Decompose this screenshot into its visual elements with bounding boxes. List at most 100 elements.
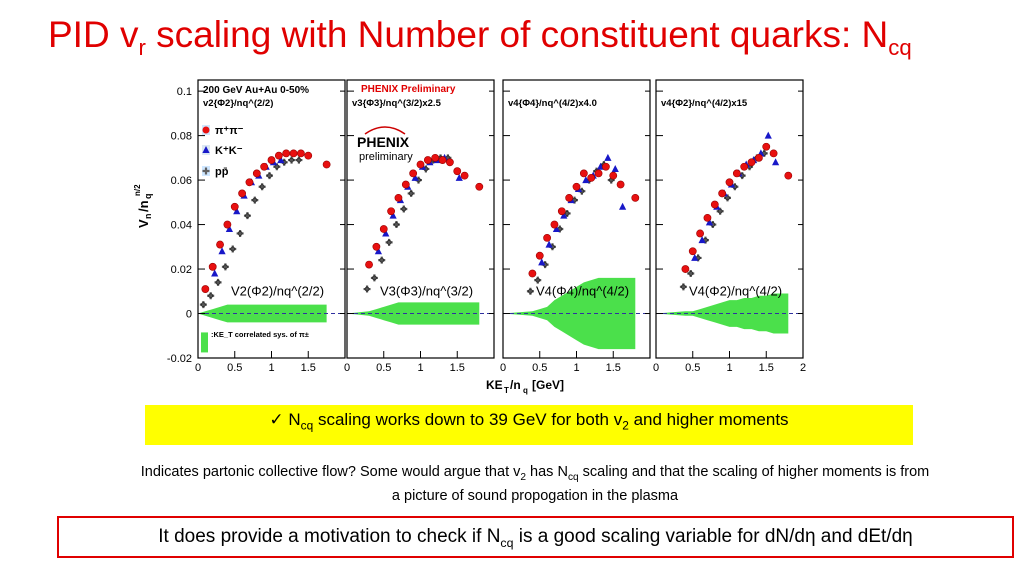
x-tick-label: 1.5 <box>450 362 465 374</box>
pion-point <box>372 242 381 251</box>
x-tick-label: 1 <box>417 362 423 374</box>
pion-point <box>453 167 462 176</box>
pion-point <box>535 251 544 260</box>
pion-point <box>703 213 712 222</box>
pion-point <box>201 285 210 293</box>
panel-header: v3{Φ3}/nq^(3/2)x2.5 <box>352 98 442 109</box>
proton-point-outline <box>386 239 392 245</box>
kaon-point <box>705 218 714 226</box>
system-label: 200 GeV Au+Au 0-50% <box>203 85 309 96</box>
pion-point <box>416 160 425 169</box>
kaon-point <box>389 211 397 219</box>
pion-point <box>609 171 618 180</box>
phenix-logo-arc <box>364 126 406 135</box>
pion-point <box>784 171 793 180</box>
flow-scaling-chart: 0 0.5 1 1.5v2{Φ2}/nq^(2/2)V2(Φ2)/nq^(2/2)0 0… <box>133 79 806 395</box>
pion-point <box>322 160 331 169</box>
pion-point <box>631 193 640 202</box>
pion-point <box>289 149 298 158</box>
pion-point <box>587 173 596 182</box>
x-tick-label: 0 <box>653 362 659 374</box>
proton-point-outline <box>267 173 272 179</box>
proton-point-outline <box>528 288 533 294</box>
pion-point <box>445 158 454 167</box>
proton-point-outline <box>289 157 294 163</box>
phenix-logo-sub: preliminary <box>359 151 413 163</box>
kaon-point <box>560 211 568 219</box>
pion-point <box>755 153 763 162</box>
partonic-flow-note: Indicates partonic collective flow? Some… <box>140 464 930 504</box>
kaon-point <box>611 164 619 172</box>
kaon-point <box>277 156 285 164</box>
x-axis-label-q: q <box>523 386 528 395</box>
pion-point <box>460 171 469 180</box>
pion-point <box>565 193 574 202</box>
legend-marker <box>202 167 210 175</box>
x-tick-label: 0 <box>500 362 506 374</box>
pion-point <box>616 180 625 189</box>
y-axis-label-frac: /n <box>136 200 151 212</box>
pion-point <box>431 153 440 162</box>
pion-point <box>409 169 418 178</box>
x-tick-label: 0 <box>344 362 350 374</box>
pion-point <box>401 180 410 189</box>
x-tick-label: 1.5 <box>301 362 316 374</box>
y-tick-label: 0.06 <box>171 175 192 187</box>
y-tick-label: 0.08 <box>171 131 192 143</box>
x-tick-label: 1.5 <box>606 362 621 374</box>
y-axis-label: V <box>136 219 151 228</box>
kaon-point <box>382 229 390 237</box>
x-axis-label-unit: [GeV] <box>532 378 564 392</box>
panel-header: v2{Φ2}/nq^(2/2) <box>203 98 273 109</box>
legend-marker <box>202 126 210 134</box>
pion-point <box>260 162 269 171</box>
x-tick-label: 1 <box>726 362 732 374</box>
proton-point-outline <box>237 231 243 236</box>
proton-point-outline <box>208 293 214 299</box>
proton-point-outline <box>394 222 399 227</box>
kaon-point <box>545 240 553 248</box>
sys-note: :KE_T correlated sys. of π± <box>211 330 309 339</box>
kaon-point <box>455 173 463 181</box>
motivation-box: It does provide a motivation to check if… <box>57 516 1014 558</box>
pion-point <box>602 162 610 171</box>
pion-point <box>296 149 305 158</box>
pion-point <box>379 225 388 233</box>
proton-point-outline <box>371 275 377 281</box>
kaon-point <box>691 253 699 261</box>
x-tick-label: 1 <box>573 362 579 374</box>
pion-point <box>550 220 559 229</box>
pion-point <box>769 149 778 158</box>
legend-label: pp̄ <box>215 166 229 178</box>
x-tick-label: 1.5 <box>759 362 774 374</box>
sys-note-swatch <box>201 332 208 353</box>
pion-point <box>423 156 432 164</box>
legend-label: K⁺K⁻ <box>215 145 243 157</box>
pion-point <box>252 169 261 178</box>
pion-point <box>688 247 697 256</box>
pion-point <box>282 149 291 158</box>
pion-point <box>216 240 224 249</box>
pion-point <box>365 260 373 269</box>
proton-point-outline <box>200 302 206 308</box>
pion-point <box>557 207 566 216</box>
kaon-point <box>619 202 627 210</box>
overlay-scaling-label: V4(Φ2)/nq^(4/2) <box>689 284 782 299</box>
proton-point-outline <box>717 208 723 214</box>
y-tick-label: 0.02 <box>171 264 192 276</box>
proton-point-outline <box>245 213 250 219</box>
y-tick-label: 0.1 <box>177 86 192 98</box>
proton-point-outline <box>379 257 385 263</box>
panel-4: 0 0.5 1 1.5 2 v4{Φ2}/nq^(4/2)x15 V4(Φ2)/nq^(4/… <box>653 79 806 374</box>
y-axis-label-exp: n/2 <box>133 184 142 196</box>
pion-point <box>223 220 232 229</box>
proton-point-outline <box>274 164 280 170</box>
phenix-logo-text: PHENIX <box>357 134 410 150</box>
x-tick-label: 2 <box>800 362 806 374</box>
y-tick-label: -0.02 <box>167 353 192 365</box>
pion-point <box>681 265 690 273</box>
kaon-point <box>225 225 233 233</box>
x-tick-label: 0.5 <box>685 362 700 374</box>
kaon-point <box>374 247 382 255</box>
proton-point-outline <box>564 211 570 216</box>
